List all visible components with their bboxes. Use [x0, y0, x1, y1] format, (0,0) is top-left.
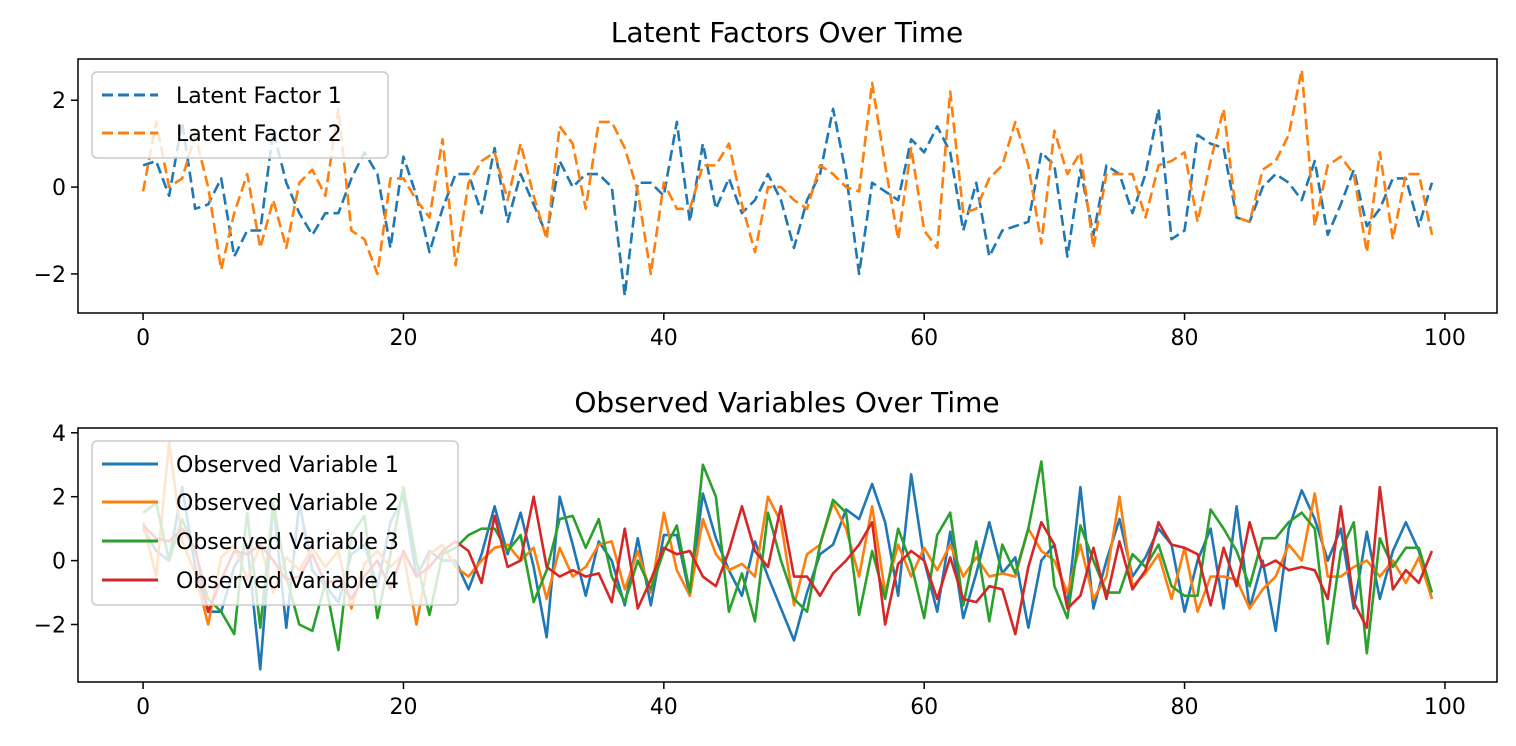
- legend-label-observed-variable-3: Observed Variable 3: [176, 530, 399, 555]
- y-tick-label: 2: [52, 89, 66, 114]
- chart-latent-factors: Latent Factors Over Time 0 20 40 60 80 100 −2…: [34, 16, 1498, 351]
- legend-label-observed-variable-4: Observed Variable 4: [176, 569, 399, 594]
- series-line-latent-factor-1: [142, 107, 1434, 297]
- x-tick-label: 100: [1424, 326, 1466, 351]
- y-axis: −2 0 2: [34, 89, 78, 288]
- x-tick-label: 100: [1424, 695, 1466, 720]
- chart-title: Observed Variables Over Time: [574, 386, 999, 419]
- y-tick-label: −2: [34, 263, 66, 288]
- y-tick-label: −2: [34, 613, 66, 638]
- legend-label-observed-variable-2: Observed Variable 2: [176, 491, 399, 516]
- x-tick-label: 20: [389, 695, 417, 720]
- legend: Observed Variable 1 Observed Variable 2 …: [91, 440, 459, 606]
- y-tick-label: 4: [52, 422, 66, 447]
- y-tick-label: 2: [52, 486, 66, 511]
- legend-frame: [91, 440, 459, 606]
- x-tick-label: 0: [136, 326, 150, 351]
- x-tick-label: 40: [650, 695, 678, 720]
- x-tick-label: 80: [1171, 695, 1199, 720]
- y-axis: −2 0 2 4: [34, 422, 78, 638]
- x-tick-label: 20: [389, 326, 417, 351]
- y-tick-label: 0: [52, 550, 66, 575]
- legend: Latent Factor 1 Latent Factor 2: [91, 71, 389, 159]
- axes-frame: [77, 427, 1498, 683]
- axes-frame: [77, 58, 1498, 314]
- legend-label-observed-variable-1: Observed Variable 1: [176, 453, 399, 478]
- x-tick-label: 60: [910, 695, 938, 720]
- plot-area: [141, 68, 1434, 297]
- legend-label-latent-factor-2: Latent Factor 2: [176, 122, 342, 147]
- x-tick-label: 0: [136, 695, 150, 720]
- x-tick-label: 60: [910, 326, 938, 351]
- x-tick-label: 80: [1171, 326, 1199, 351]
- legend-label-latent-factor-1: Latent Factor 1: [176, 84, 342, 109]
- series-line-latent-factor-2: [141, 68, 1434, 276]
- legend-frame: [91, 71, 389, 159]
- x-tick-label: 40: [650, 326, 678, 351]
- chart-observed-variables: Observed Variables Over Time 0 20 40 60 80 10…: [34, 386, 1498, 720]
- x-axis: 0 20 40 60 80 100: [136, 682, 1466, 720]
- y-tick-label: 0: [52, 176, 66, 201]
- chart-title: Latent Factors Over Time: [611, 16, 964, 49]
- x-axis: 0 20 40 60 80 100: [136, 313, 1466, 351]
